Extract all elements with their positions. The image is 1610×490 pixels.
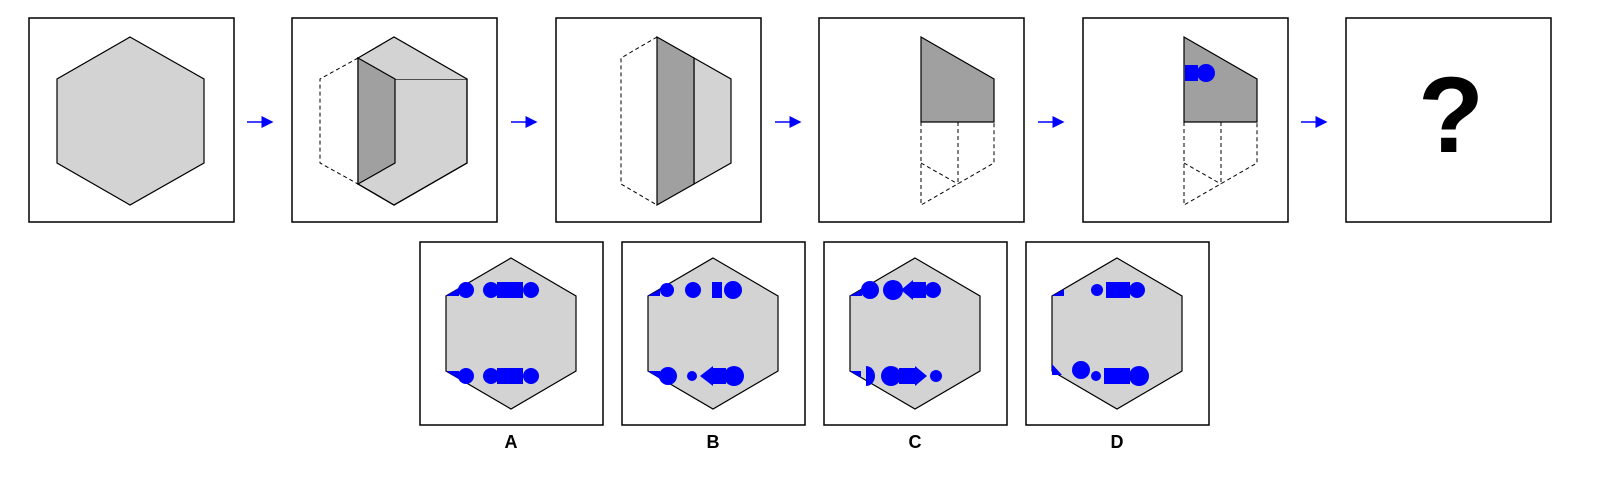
option-a-label[interactable]: A [504, 432, 518, 452]
option-c-label[interactable]: C [908, 432, 922, 452]
option-d[interactable] [1025, 241, 1210, 426]
question-mark: ? [1418, 54, 1484, 175]
option-c[interactable] [823, 241, 1008, 426]
option-d-label[interactable]: D [1110, 432, 1124, 452]
question-frame [1345, 17, 1552, 223]
folded-quad [920, 35, 995, 123]
step-3-frame [555, 17, 762, 223]
folded-flap [357, 56, 396, 186]
folded-strip [656, 35, 695, 207]
step-1-frame [28, 17, 235, 223]
square-hole [1185, 65, 1198, 81]
step-2-frame [291, 17, 498, 223]
circle-hole [1197, 64, 1215, 82]
option-b-label[interactable]: B [706, 432, 720, 452]
step-4-frame [818, 17, 1025, 223]
option-b[interactable] [621, 241, 806, 426]
step-5-frame [1082, 17, 1289, 223]
option-a[interactable] [419, 241, 604, 426]
hexagon-shape [56, 36, 205, 206]
